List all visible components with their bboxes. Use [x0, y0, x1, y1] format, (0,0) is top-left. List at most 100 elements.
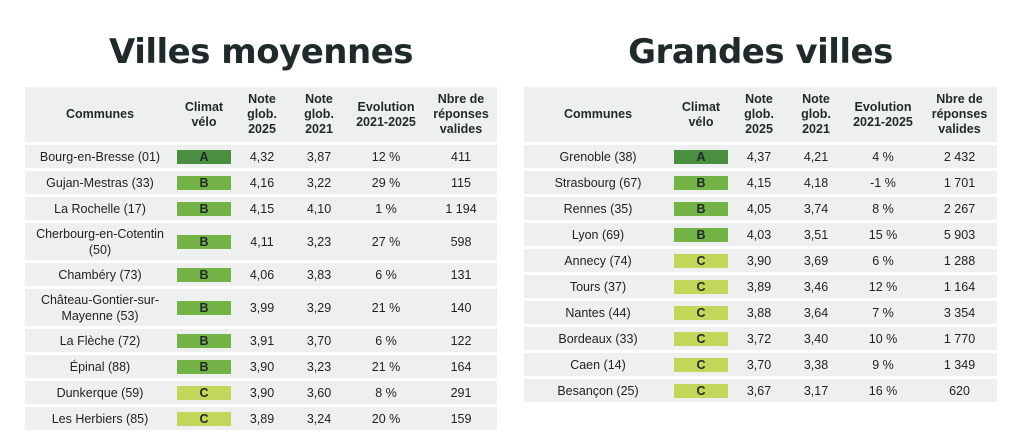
climat-grade-badge: C — [674, 383, 728, 398]
reponses-cell: 159 — [425, 407, 497, 430]
note-2021-cell: 3,24 — [291, 407, 347, 430]
header-climat-velo: Climat vélo — [672, 87, 730, 142]
climat-grade-badge: B — [674, 227, 728, 242]
commune-cell: Grenoble (38) — [524, 145, 672, 168]
table-row: Rennes (35) B 4,05 3,74 8 % 2 267 — [524, 197, 997, 220]
grade-cell: B — [175, 263, 233, 286]
climat-grade-badge: A — [177, 149, 231, 164]
note-2021-cell: 3,51 — [788, 223, 844, 246]
note-2021-cell: 4,18 — [788, 171, 844, 194]
note-2025-cell: 3,89 — [730, 275, 788, 298]
reponses-cell: 140 — [425, 289, 497, 326]
note-2021-cell: 3,29 — [291, 289, 347, 326]
note-2025-cell: 4,15 — [730, 171, 788, 194]
reponses-cell: 411 — [425, 145, 497, 168]
header-note-2025: Note glob. 2025 — [233, 87, 291, 142]
note-2025-cell: 3,91 — [233, 329, 291, 352]
commune-cell: Cherbourg-en-Cotentin (50) — [25, 223, 175, 260]
table-row: Lyon (69) B 4,03 3,51 15 % 5 903 — [524, 223, 997, 246]
reponses-cell: 1 349 — [922, 353, 997, 376]
reponses-cell: 1 770 — [922, 327, 997, 350]
villes-moyennes-panel: Villes moyennes Communes Climat vélo Not… — [25, 0, 497, 433]
climat-grade-badge: C — [177, 411, 231, 426]
table-row: Annecy (74) C 3,90 3,69 6 % 1 288 — [524, 249, 997, 272]
climat-grade-badge: C — [177, 385, 231, 400]
note-2021-cell: 3,60 — [291, 381, 347, 404]
table-row: La Flèche (72) B 3,91 3,70 6 % 122 — [25, 329, 497, 352]
table-row: Gujan-Mestras (33) B 4,16 3,22 29 % 115 — [25, 171, 497, 194]
note-2025-cell: 4,16 — [233, 171, 291, 194]
commune-cell: Bordeaux (33) — [524, 327, 672, 350]
reponses-cell: 291 — [425, 381, 497, 404]
table-row: Besançon (25) C 3,67 3,17 16 % 620 — [524, 379, 997, 402]
table-row: Bourg-en-Bresse (01) A 4,32 3,87 12 % 411 — [25, 145, 497, 168]
grandes-villes-table: Communes Climat vélo Note glob. 2025 Not… — [524, 84, 997, 405]
note-2025-cell: 3,90 — [730, 249, 788, 272]
evolution-cell: 29 % — [347, 171, 425, 194]
climat-grade-badge: B — [177, 300, 231, 315]
note-2025-cell: 3,89 — [233, 407, 291, 430]
reponses-cell: 115 — [425, 171, 497, 194]
reponses-cell: 1 194 — [425, 197, 497, 220]
note-2021-cell: 3,83 — [291, 263, 347, 286]
note-2021-cell: 3,23 — [291, 223, 347, 260]
evolution-cell: 10 % — [844, 327, 922, 350]
reponses-cell: 122 — [425, 329, 497, 352]
commune-cell: Bourg-en-Bresse (01) — [25, 145, 175, 168]
grade-cell: C — [175, 381, 233, 404]
table-row: Caen (14) C 3,70 3,38 9 % 1 349 — [524, 353, 997, 376]
table-row: Chambéry (73) B 4,06 3,83 6 % 131 — [25, 263, 497, 286]
grade-cell: B — [672, 197, 730, 220]
note-2021-cell: 3,70 — [291, 329, 347, 352]
table-row: La Rochelle (17) B 4,15 4,10 1 % 1 194 — [25, 197, 497, 220]
note-2021-cell: 3,17 — [788, 379, 844, 402]
note-2025-cell: 4,32 — [233, 145, 291, 168]
commune-cell: Rennes (35) — [524, 197, 672, 220]
reponses-cell: 3 354 — [922, 301, 997, 324]
evolution-cell: 8 % — [347, 381, 425, 404]
note-2021-cell: 3,69 — [788, 249, 844, 272]
grade-cell: C — [175, 407, 233, 430]
commune-cell: La Flèche (72) — [25, 329, 175, 352]
grade-cell: C — [672, 301, 730, 324]
grade-cell: B — [175, 197, 233, 220]
commune-cell: Chambéry (73) — [25, 263, 175, 286]
climat-grade-badge: C — [674, 331, 728, 346]
grade-cell: B — [175, 329, 233, 352]
grade-cell: C — [672, 327, 730, 350]
climat-grade-badge: B — [177, 201, 231, 216]
climat-grade-badge: B — [177, 175, 231, 190]
grade-cell: C — [672, 275, 730, 298]
climat-grade-badge: B — [177, 267, 231, 282]
evolution-cell: 8 % — [844, 197, 922, 220]
table-row: Tours (37) C 3,89 3,46 12 % 1 164 — [524, 275, 997, 298]
note-2025-cell: 4,37 — [730, 145, 788, 168]
note-2025-cell: 3,72 — [730, 327, 788, 350]
evolution-cell: 15 % — [844, 223, 922, 246]
note-2025-cell: 3,88 — [730, 301, 788, 324]
grade-cell: B — [175, 171, 233, 194]
evolution-cell: 1 % — [347, 197, 425, 220]
table-row: Château-Gontier-sur-Mayenne (53) B 3,99 3,2… — [25, 289, 497, 326]
note-2021-cell: 3,23 — [291, 355, 347, 378]
reponses-cell: 1 701 — [922, 171, 997, 194]
header-evolution: Evolution 2021-2025 — [347, 87, 425, 142]
note-2025-cell: 4,03 — [730, 223, 788, 246]
note-2021-cell: 3,40 — [788, 327, 844, 350]
table-row: Les Herbiers (85) C 3,89 3,24 20 % 159 — [25, 407, 497, 430]
commune-cell: Gujan-Mestras (33) — [25, 171, 175, 194]
note-2025-cell: 3,90 — [233, 381, 291, 404]
note-2021-cell: 3,64 — [788, 301, 844, 324]
table-row: Strasbourg (67) B 4,15 4,18 -1 % 1 701 — [524, 171, 997, 194]
table-row: Épinal (88) B 3,90 3,23 21 % 164 — [25, 355, 497, 378]
villes-moyennes-title: Villes moyennes — [108, 32, 414, 72]
evolution-cell: 9 % — [844, 353, 922, 376]
evolution-cell: 12 % — [347, 145, 425, 168]
climat-grade-badge: A — [674, 149, 728, 164]
header-reponses: Nbre de réponses valides — [922, 87, 997, 142]
grade-cell: B — [175, 289, 233, 326]
climat-grade-badge: C — [674, 279, 728, 294]
commune-cell: Annecy (74) — [524, 249, 672, 272]
note-2025-cell: 3,70 — [730, 353, 788, 376]
evolution-cell: 6 % — [347, 263, 425, 286]
